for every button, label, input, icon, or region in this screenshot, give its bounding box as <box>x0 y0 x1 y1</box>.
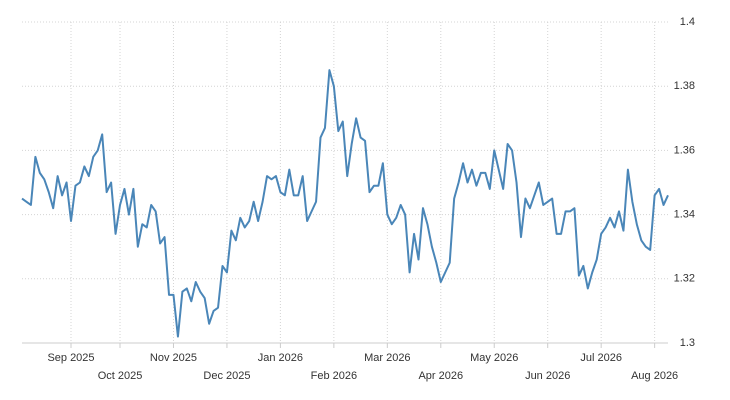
line-series <box>21 69 669 338</box>
x-tick-label: Sep 2025 <box>47 352 94 364</box>
x-tick-label: Apr 2026 <box>418 370 463 382</box>
y-tick-label: 1.34 <box>674 209 695 221</box>
y-tick-label: 1.36 <box>674 144 695 156</box>
x-tick-label: Jul 2026 <box>580 352 622 364</box>
x-tick-label: Dec 2025 <box>203 370 250 382</box>
x-tick-label: Feb 2026 <box>311 370 357 382</box>
x-tick-label: Mar 2026 <box>364 352 410 364</box>
y-tick-label: 1.3 <box>680 337 695 349</box>
x-tick-label: May 2026 <box>470 352 518 364</box>
x-tick-label: Jan 2026 <box>258 352 303 364</box>
x-tick-label: Jun 2026 <box>525 370 570 382</box>
y-tick-label: 1.4 <box>680 16 695 28</box>
x-tick-label: Oct 2025 <box>98 370 143 382</box>
y-tick-label: 1.38 <box>674 80 695 92</box>
x-tick-label: Aug 2026 <box>631 370 678 382</box>
y-tick-label: 1.32 <box>674 273 695 285</box>
x-tick-label: Nov 2025 <box>150 352 197 364</box>
